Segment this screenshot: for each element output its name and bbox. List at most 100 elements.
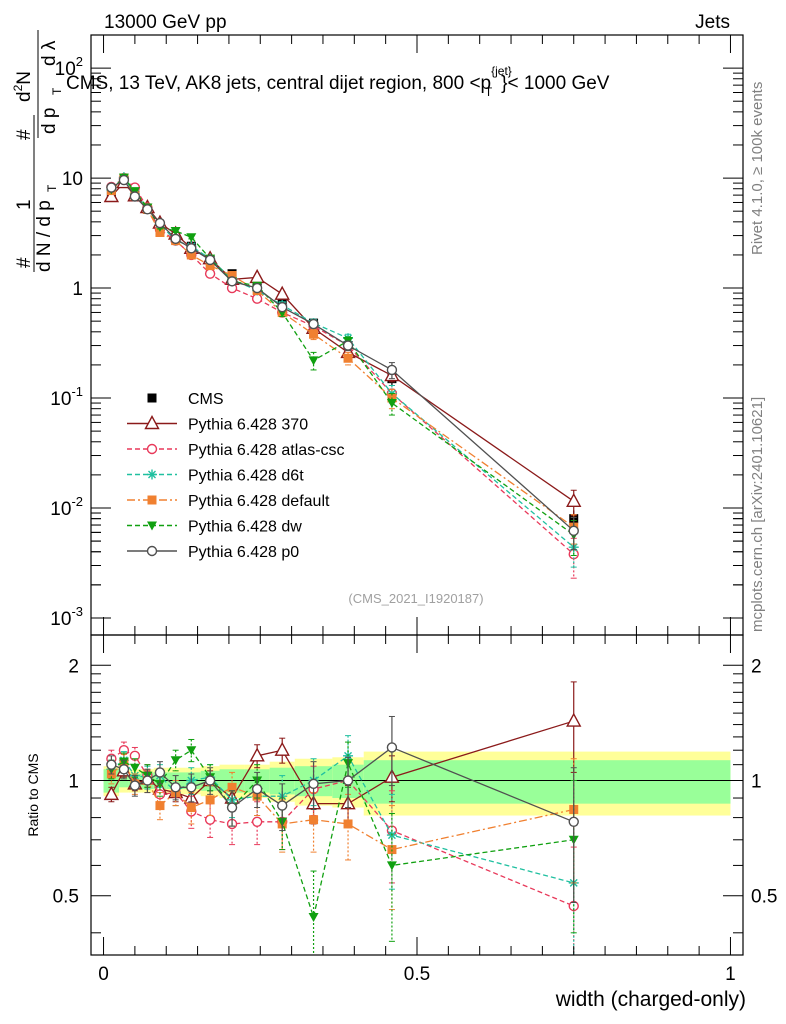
ytick-exponent: -3 (71, 604, 83, 619)
legend-marker-CMS (147, 393, 157, 403)
ratio-series-group (103, 681, 582, 956)
ylabel-one: 1 (14, 199, 35, 210)
ratio-point-p0 (277, 800, 288, 811)
ytick-base: 10 (55, 59, 76, 80)
ytick-exponent: -2 (71, 494, 83, 509)
ratio-point-default (309, 815, 319, 825)
ylabel-T: T (45, 184, 59, 192)
ytick-base: 10 (50, 499, 71, 520)
legend-label-atlas: Pythia 6.428 atlas-csc (188, 442, 345, 459)
ylabel-hash1: # (14, 257, 35, 268)
ratio-ylabel: Ratio to CMS (25, 753, 41, 836)
ylabel-dl: d λ (39, 40, 60, 66)
legend-marker-p0 (146, 545, 158, 557)
title-main: CMS, 13 TeV, AK8 jets, central dijet reg… (66, 73, 491, 94)
series-p0 (106, 174, 579, 550)
ratio-point-default (155, 801, 165, 811)
ratio-point-p0 (308, 778, 319, 790)
ratio-ytick-label: 1 (68, 772, 79, 793)
ratio-point-p370 (103, 785, 120, 801)
header-right: Jets (695, 12, 730, 33)
point-default (227, 271, 237, 281)
ratio-point-p0 (226, 802, 238, 813)
ylabel-dN: d N / d p (34, 200, 55, 272)
point-p0 (170, 233, 181, 245)
ytick-exponent: -1 (71, 384, 83, 399)
point-p0 (342, 340, 354, 351)
legend-marker-default (147, 495, 157, 505)
point-p370 (249, 268, 265, 284)
point-CMS (277, 295, 287, 305)
point-default (186, 250, 196, 260)
main-ylabel: # 1 d N / d p T # d2N d p T d λ (11, 30, 64, 272)
point-p370 (103, 188, 120, 203)
point-p0 (154, 217, 166, 229)
point-p0 (129, 191, 141, 202)
ratio-point-p370 (566, 712, 582, 727)
ylabel-N: N (14, 71, 35, 85)
main-ytick-label: 10 (62, 169, 83, 190)
ratio-point-dw (170, 756, 181, 766)
legend-entry-dw: Pythia 6.428 dw (127, 519, 302, 536)
ratio-point-dw (308, 912, 319, 922)
legend-label-p0: Pythia 6.428 p0 (188, 544, 299, 561)
point-default (343, 353, 353, 363)
ratio-point-dw (386, 861, 397, 871)
ylabel-dp: d p (39, 108, 60, 134)
ytick-base: 10 (50, 389, 71, 410)
ratio-point-p0 (154, 767, 166, 778)
point-p0 (106, 182, 117, 193)
ratio-point-default (186, 803, 196, 813)
point-p0 (568, 525, 579, 537)
point-p0 (118, 174, 130, 186)
plot-title: CMS, 13 TeV, AK8 jets, central dijet reg… (66, 64, 610, 99)
point-p0 (186, 243, 197, 254)
ylabel-T2: T (50, 87, 64, 95)
ratio-point-p0 (186, 782, 197, 793)
legend-label-default: Pythia 6.428 default (188, 493, 330, 510)
legend-label-dw: Pythia 6.428 dw (188, 519, 302, 536)
header-left: 13000 GeV pp (104, 12, 227, 33)
ratio-line-atlas (111, 749, 574, 907)
ratio-point-p0 (342, 775, 354, 786)
rivet-version-label: Rivet 4.1.0, ≥ 100k events (749, 82, 766, 255)
ratio-point-p0 (129, 780, 141, 791)
point-dw (170, 227, 181, 237)
point-p370 (274, 285, 290, 300)
ylabel-d2N: d2N (11, 71, 35, 102)
ratio-point-dw (129, 763, 140, 773)
ratio-point-p0 (386, 742, 398, 753)
ratio-point-p0 (106, 759, 117, 770)
legend-marker-p370 (144, 415, 160, 430)
ratio-point-atlas (204, 814, 216, 825)
point-dw (386, 399, 397, 409)
title-tail: }< 1000 GeV (501, 73, 610, 94)
ratio-point-p370 (274, 741, 290, 756)
mcplots-label: mcplots.cern.ch [arXiv:2401.10621] (749, 397, 766, 632)
point-p0 (226, 276, 238, 287)
point-default (205, 261, 215, 271)
ratio-point-p0 (142, 775, 153, 786)
title-sub: T (485, 85, 493, 99)
legend-entry-p370: Pythia 6.428 370 (127, 415, 308, 434)
ratio-ytick-label-right: 1 (751, 772, 762, 793)
series-p370 (103, 174, 582, 517)
point-atlas (251, 293, 263, 304)
ratio-xtick-label: 1 (725, 964, 736, 985)
ratio-ytick-label-right: 2 (751, 656, 762, 677)
point-p0 (204, 254, 216, 266)
point-p0 (277, 301, 288, 313)
point-p0 (308, 318, 319, 330)
main-ytick-label: 10-2 (50, 494, 83, 520)
point-p0 (386, 364, 398, 376)
ratio-ytick-label-right: 0.5 (751, 887, 777, 908)
ytick-base: 10 (50, 609, 71, 630)
point-p370 (566, 492, 582, 508)
ylabel-d: d (14, 91, 35, 102)
point-p0 (251, 282, 263, 294)
main-ytick-label: 10-1 (50, 384, 83, 410)
legend-label-p370: Pythia 6.428 370 (188, 417, 308, 434)
ratio-point-default (227, 782, 237, 792)
main-series-group (103, 172, 582, 579)
